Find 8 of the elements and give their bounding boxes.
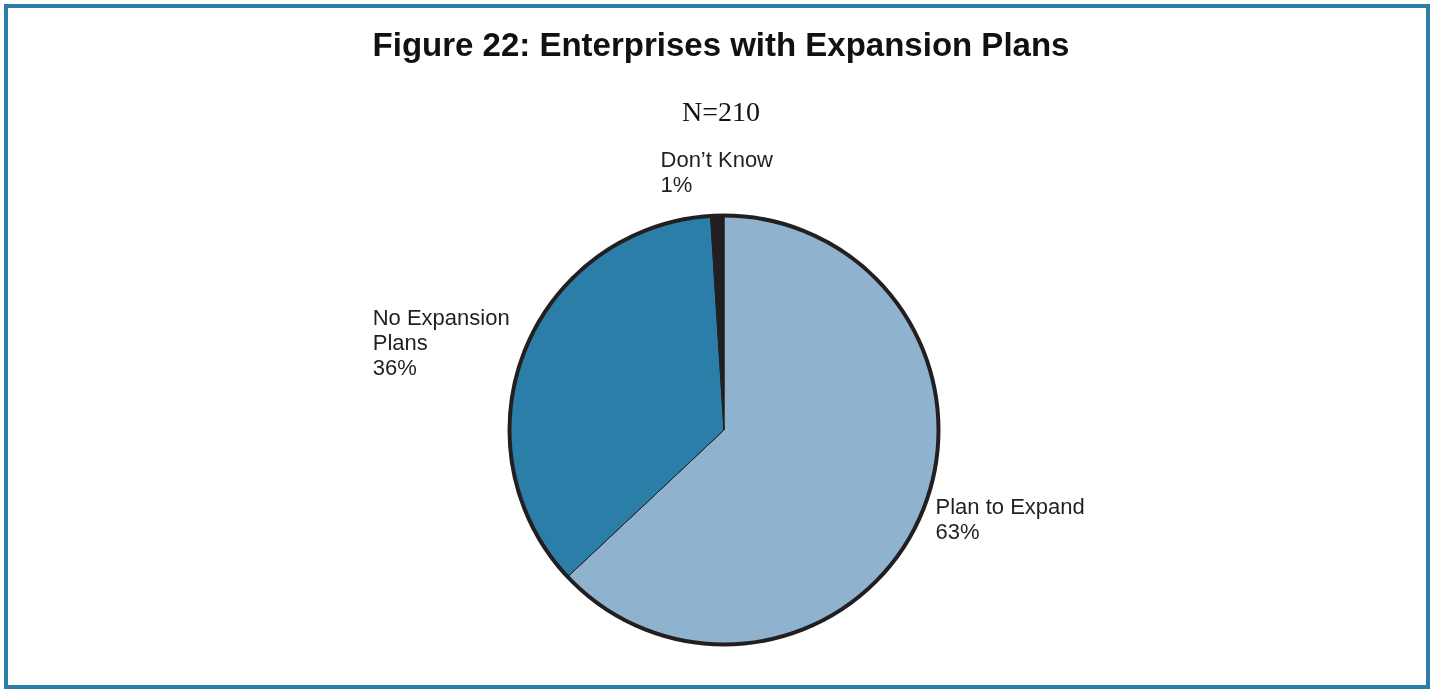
data-label: 63% — [935, 518, 980, 544]
data-label: 1% — [660, 171, 693, 197]
slice-label: Don’t Know — [660, 146, 774, 172]
data-label: 36% — [372, 354, 417, 380]
chart-title: Figure 22: Enterprises with Expansion Plans — [371, 26, 1071, 64]
chart-subtitle: N=210 — [681, 96, 761, 128]
slice-label: Plan to Expand — [935, 493, 1085, 519]
slice-label: No Expansion Plans — [372, 304, 510, 355]
